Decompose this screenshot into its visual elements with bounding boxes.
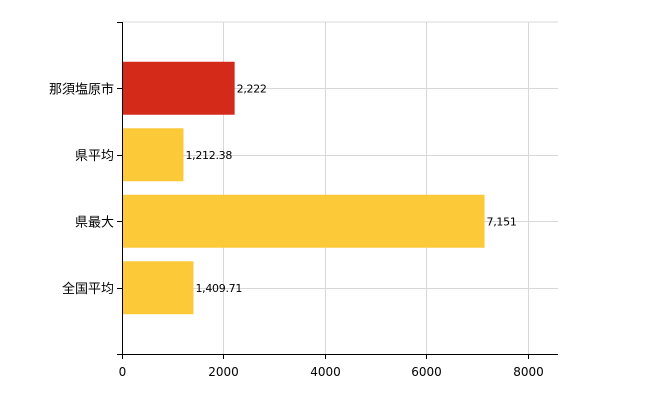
- data-label: 2,222: [237, 82, 267, 95]
- data-label: 1,212.38: [185, 149, 232, 162]
- x-tick-label: 0: [119, 365, 127, 379]
- category-label: 県最大: [75, 215, 114, 230]
- bar-1: [122, 61, 235, 115]
- category-label: 県平均: [75, 149, 114, 164]
- category-label: 全国平均: [62, 281, 114, 297]
- x-tick-label: 6000: [411, 365, 442, 379]
- data-label: 7,151: [487, 215, 517, 228]
- x-tick-label: 2000: [208, 365, 239, 379]
- axis-ticks: [117, 22, 529, 359]
- bar-2: [122, 128, 184, 182]
- data-label: 1,409.71: [195, 282, 242, 295]
- x-tick-label: 8000: [513, 365, 544, 379]
- bars: [122, 61, 485, 315]
- x-tick-label: 4000: [310, 365, 341, 379]
- labels: 0 2000 4000 6000 8000 那須塩原市 2,222 県平均 1,212.38 県最…: [49, 81, 544, 379]
- bar-4: [122, 261, 194, 315]
- bar-3: [122, 194, 485, 248]
- category-label: 那須塩原市: [49, 81, 114, 97]
